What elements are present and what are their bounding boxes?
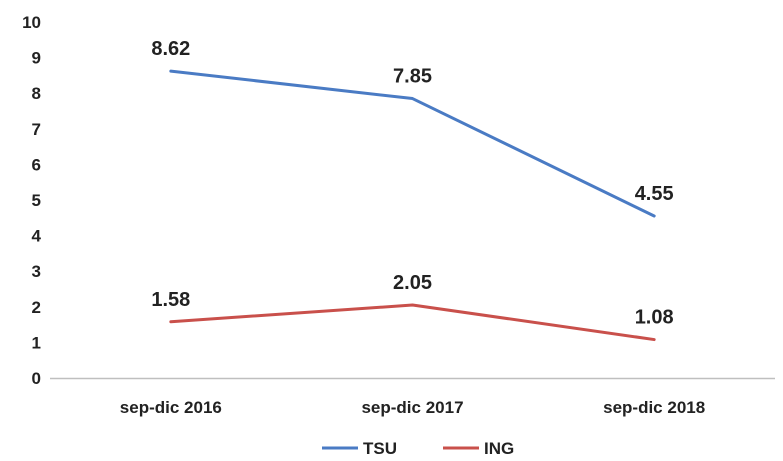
data-label: 8.62 <box>151 38 190 60</box>
x-category-label: sep-dic 2016 <box>120 398 222 417</box>
x-axis-categories: sep-dic 2016 sep-dic 2017 sep-dic 2018 <box>120 398 705 417</box>
series-line-ing <box>169 303 656 342</box>
series-line-tsu <box>169 69 656 218</box>
y-tick-label: 2 <box>32 298 41 317</box>
y-tick-label: 8 <box>32 84 41 103</box>
series-group: 8.62 7.85 4.55 1.58 2.05 1.08 <box>151 38 674 342</box>
data-label: 1.58 <box>151 289 190 311</box>
y-tick-label: 4 <box>32 227 42 246</box>
legend-label-tsu: TSU <box>363 439 397 458</box>
y-tick-label: 1 <box>32 333 41 352</box>
y-tick-label: 5 <box>32 191 41 210</box>
y-tick-label: 7 <box>32 120 41 139</box>
legend: TSU ING <box>322 439 514 458</box>
data-label: 7.85 <box>393 66 432 88</box>
data-label: 1.08 <box>635 307 674 329</box>
x-category-label: sep-dic 2018 <box>603 398 705 417</box>
data-label: 2.05 <box>393 272 432 294</box>
legend-label-ing: ING <box>484 439 514 458</box>
y-tick-label: 10 <box>22 13 41 32</box>
y-tick-label: 0 <box>32 369 41 388</box>
y-tick-label: 6 <box>32 155 41 174</box>
y-axis-ticks: 0 1 2 3 4 5 6 7 8 9 10 <box>22 13 41 388</box>
data-label: 4.55 <box>635 183 674 205</box>
x-category-label: sep-dic 2017 <box>361 398 463 417</box>
y-tick-label: 3 <box>32 262 41 281</box>
y-tick-label: 9 <box>32 49 41 68</box>
